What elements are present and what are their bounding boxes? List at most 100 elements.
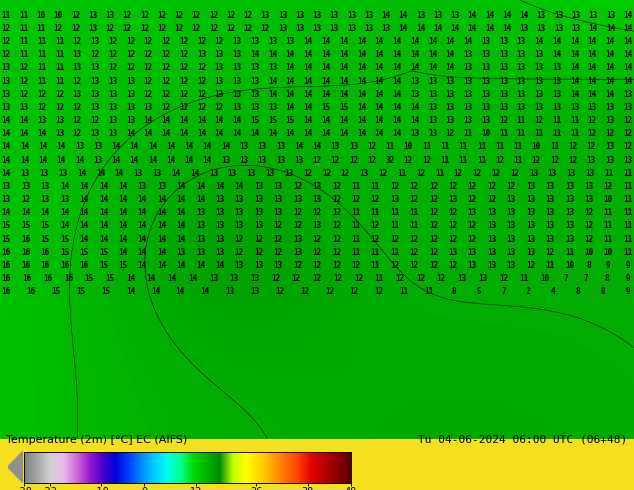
Text: 13: 13 xyxy=(257,155,267,165)
Text: 12: 12 xyxy=(179,90,188,99)
Text: 14: 14 xyxy=(410,116,419,125)
Text: 12: 12 xyxy=(162,37,171,46)
Text: 14: 14 xyxy=(375,37,384,46)
Text: 13: 13 xyxy=(330,11,339,20)
Text: 13: 13 xyxy=(605,116,614,125)
Text: 14: 14 xyxy=(552,50,561,59)
Text: 13: 13 xyxy=(507,195,516,204)
Text: 12: 12 xyxy=(293,261,302,270)
Text: 7: 7 xyxy=(563,274,568,283)
Text: 11: 11 xyxy=(623,247,632,257)
Text: 11: 11 xyxy=(37,50,46,59)
Text: 14: 14 xyxy=(203,155,212,165)
Text: 14: 14 xyxy=(138,208,147,217)
Text: 14: 14 xyxy=(166,155,176,165)
Text: 12: 12 xyxy=(275,287,284,296)
Text: 13: 13 xyxy=(209,169,218,178)
Text: 12: 12 xyxy=(197,37,206,46)
Text: 14: 14 xyxy=(446,37,455,46)
Text: 13: 13 xyxy=(410,76,419,86)
Text: 12: 12 xyxy=(313,247,321,257)
Text: 12: 12 xyxy=(37,90,46,99)
Text: Tu 04-06-2024 06:00 UTC (06+48): Tu 04-06-2024 06:00 UTC (06+48) xyxy=(418,435,628,445)
Text: 12: 12 xyxy=(144,76,153,86)
Text: 14: 14 xyxy=(623,11,632,20)
Text: 13: 13 xyxy=(517,76,526,86)
Text: 13: 13 xyxy=(2,103,11,112)
Text: 13: 13 xyxy=(499,37,508,46)
Text: 12: 12 xyxy=(375,287,384,296)
Text: 14: 14 xyxy=(468,11,477,20)
Text: 12: 12 xyxy=(144,90,153,99)
Text: 14: 14 xyxy=(433,24,443,33)
Text: 14: 14 xyxy=(2,169,11,178)
Text: 14: 14 xyxy=(99,182,108,191)
Text: 12: 12 xyxy=(162,76,171,86)
Text: 12: 12 xyxy=(605,129,614,138)
Text: 13: 13 xyxy=(428,76,437,86)
Text: 13: 13 xyxy=(499,76,508,86)
Text: 13: 13 xyxy=(250,90,259,99)
Text: 13: 13 xyxy=(552,64,561,73)
Text: 12: 12 xyxy=(313,261,321,270)
Text: 12: 12 xyxy=(448,182,458,191)
Text: 14: 14 xyxy=(321,64,330,73)
Text: 14: 14 xyxy=(605,64,614,73)
Text: 9: 9 xyxy=(625,274,630,283)
Text: 12: 12 xyxy=(73,129,82,138)
Text: 13: 13 xyxy=(209,274,218,283)
Polygon shape xyxy=(8,452,23,482)
Text: 10: 10 xyxy=(481,129,490,138)
Text: 14: 14 xyxy=(176,261,186,270)
Text: 14: 14 xyxy=(233,116,242,125)
Text: 14: 14 xyxy=(468,24,477,33)
Text: 11: 11 xyxy=(517,129,526,138)
Text: 13: 13 xyxy=(526,221,535,230)
Text: 12: 12 xyxy=(139,24,149,33)
Text: 13: 13 xyxy=(88,11,97,20)
Text: 14: 14 xyxy=(2,143,11,151)
Text: 15: 15 xyxy=(51,287,61,296)
Text: 13: 13 xyxy=(157,182,166,191)
Text: 14: 14 xyxy=(138,195,147,204)
Text: 13: 13 xyxy=(55,129,64,138)
Text: 11: 11 xyxy=(623,235,632,244)
Text: 11: 11 xyxy=(499,129,508,138)
Text: 13: 13 xyxy=(250,37,259,46)
Text: 16: 16 xyxy=(2,247,11,257)
Text: 13: 13 xyxy=(450,11,460,20)
Text: 13: 13 xyxy=(138,182,147,191)
Text: 14: 14 xyxy=(188,274,197,283)
Text: 12: 12 xyxy=(179,50,188,59)
Text: 12: 12 xyxy=(584,221,593,230)
Text: 13: 13 xyxy=(250,287,259,296)
Text: 13: 13 xyxy=(534,64,543,73)
Text: 13: 13 xyxy=(552,103,561,112)
Text: 13: 13 xyxy=(278,11,287,20)
Text: 14: 14 xyxy=(605,24,615,33)
Text: 14: 14 xyxy=(79,235,89,244)
Text: 13: 13 xyxy=(463,50,472,59)
Text: 12: 12 xyxy=(108,37,117,46)
Text: 13: 13 xyxy=(41,182,50,191)
Text: 12: 12 xyxy=(174,24,184,33)
Text: 14: 14 xyxy=(99,195,108,204)
Text: 12: 12 xyxy=(390,235,399,244)
Text: 14: 14 xyxy=(623,76,632,86)
Text: 14: 14 xyxy=(60,221,69,230)
Text: 12: 12 xyxy=(568,155,578,165)
Text: 11: 11 xyxy=(424,287,434,296)
Text: 12: 12 xyxy=(313,235,321,244)
Text: 14: 14 xyxy=(357,37,366,46)
Text: 13: 13 xyxy=(584,182,593,191)
Text: 15: 15 xyxy=(41,235,50,244)
Text: 14: 14 xyxy=(339,76,348,86)
Text: 14: 14 xyxy=(375,103,384,112)
Text: 14: 14 xyxy=(357,50,366,59)
Text: 12: 12 xyxy=(532,155,541,165)
Text: 12: 12 xyxy=(21,195,30,204)
Text: 14: 14 xyxy=(79,221,89,230)
Text: 13: 13 xyxy=(257,143,267,151)
Text: 14: 14 xyxy=(184,143,194,151)
Text: 14: 14 xyxy=(605,76,614,86)
